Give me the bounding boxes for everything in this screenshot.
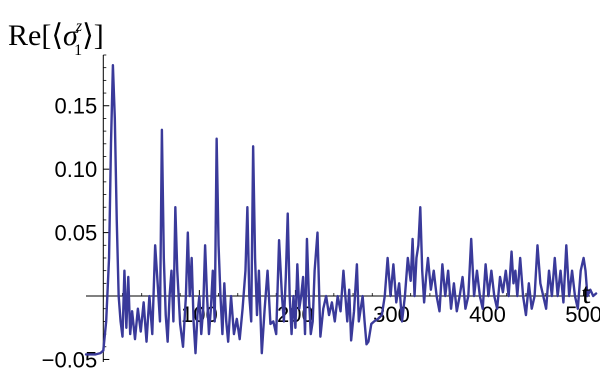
- series-line-1: [84, 63, 598, 356]
- y-axis-title-subscript: 1: [74, 42, 82, 59]
- y-axis-title-symbol: σ: [63, 19, 79, 52]
- y-axis-title-superscript: z: [75, 18, 83, 35]
- series-layer: [84, 63, 598, 356]
- y-axis-title-prefix: Re[⟨: [8, 19, 63, 52]
- y-tick-label: 0.10: [54, 157, 97, 182]
- y-tick-label: 0.05: [54, 221, 97, 246]
- y-tick-label: −0.05: [42, 347, 98, 372]
- y-tick-label: 0.15: [54, 94, 97, 119]
- y-axis-title: Re[⟨σz 1⟩]: [8, 18, 104, 59]
- x-axis-title: t: [582, 277, 591, 310]
- x-tick-label: 400: [469, 302, 506, 327]
- x-tick-label: 500: [565, 302, 600, 327]
- y-axis-title-suffix: ⟩]: [82, 19, 104, 52]
